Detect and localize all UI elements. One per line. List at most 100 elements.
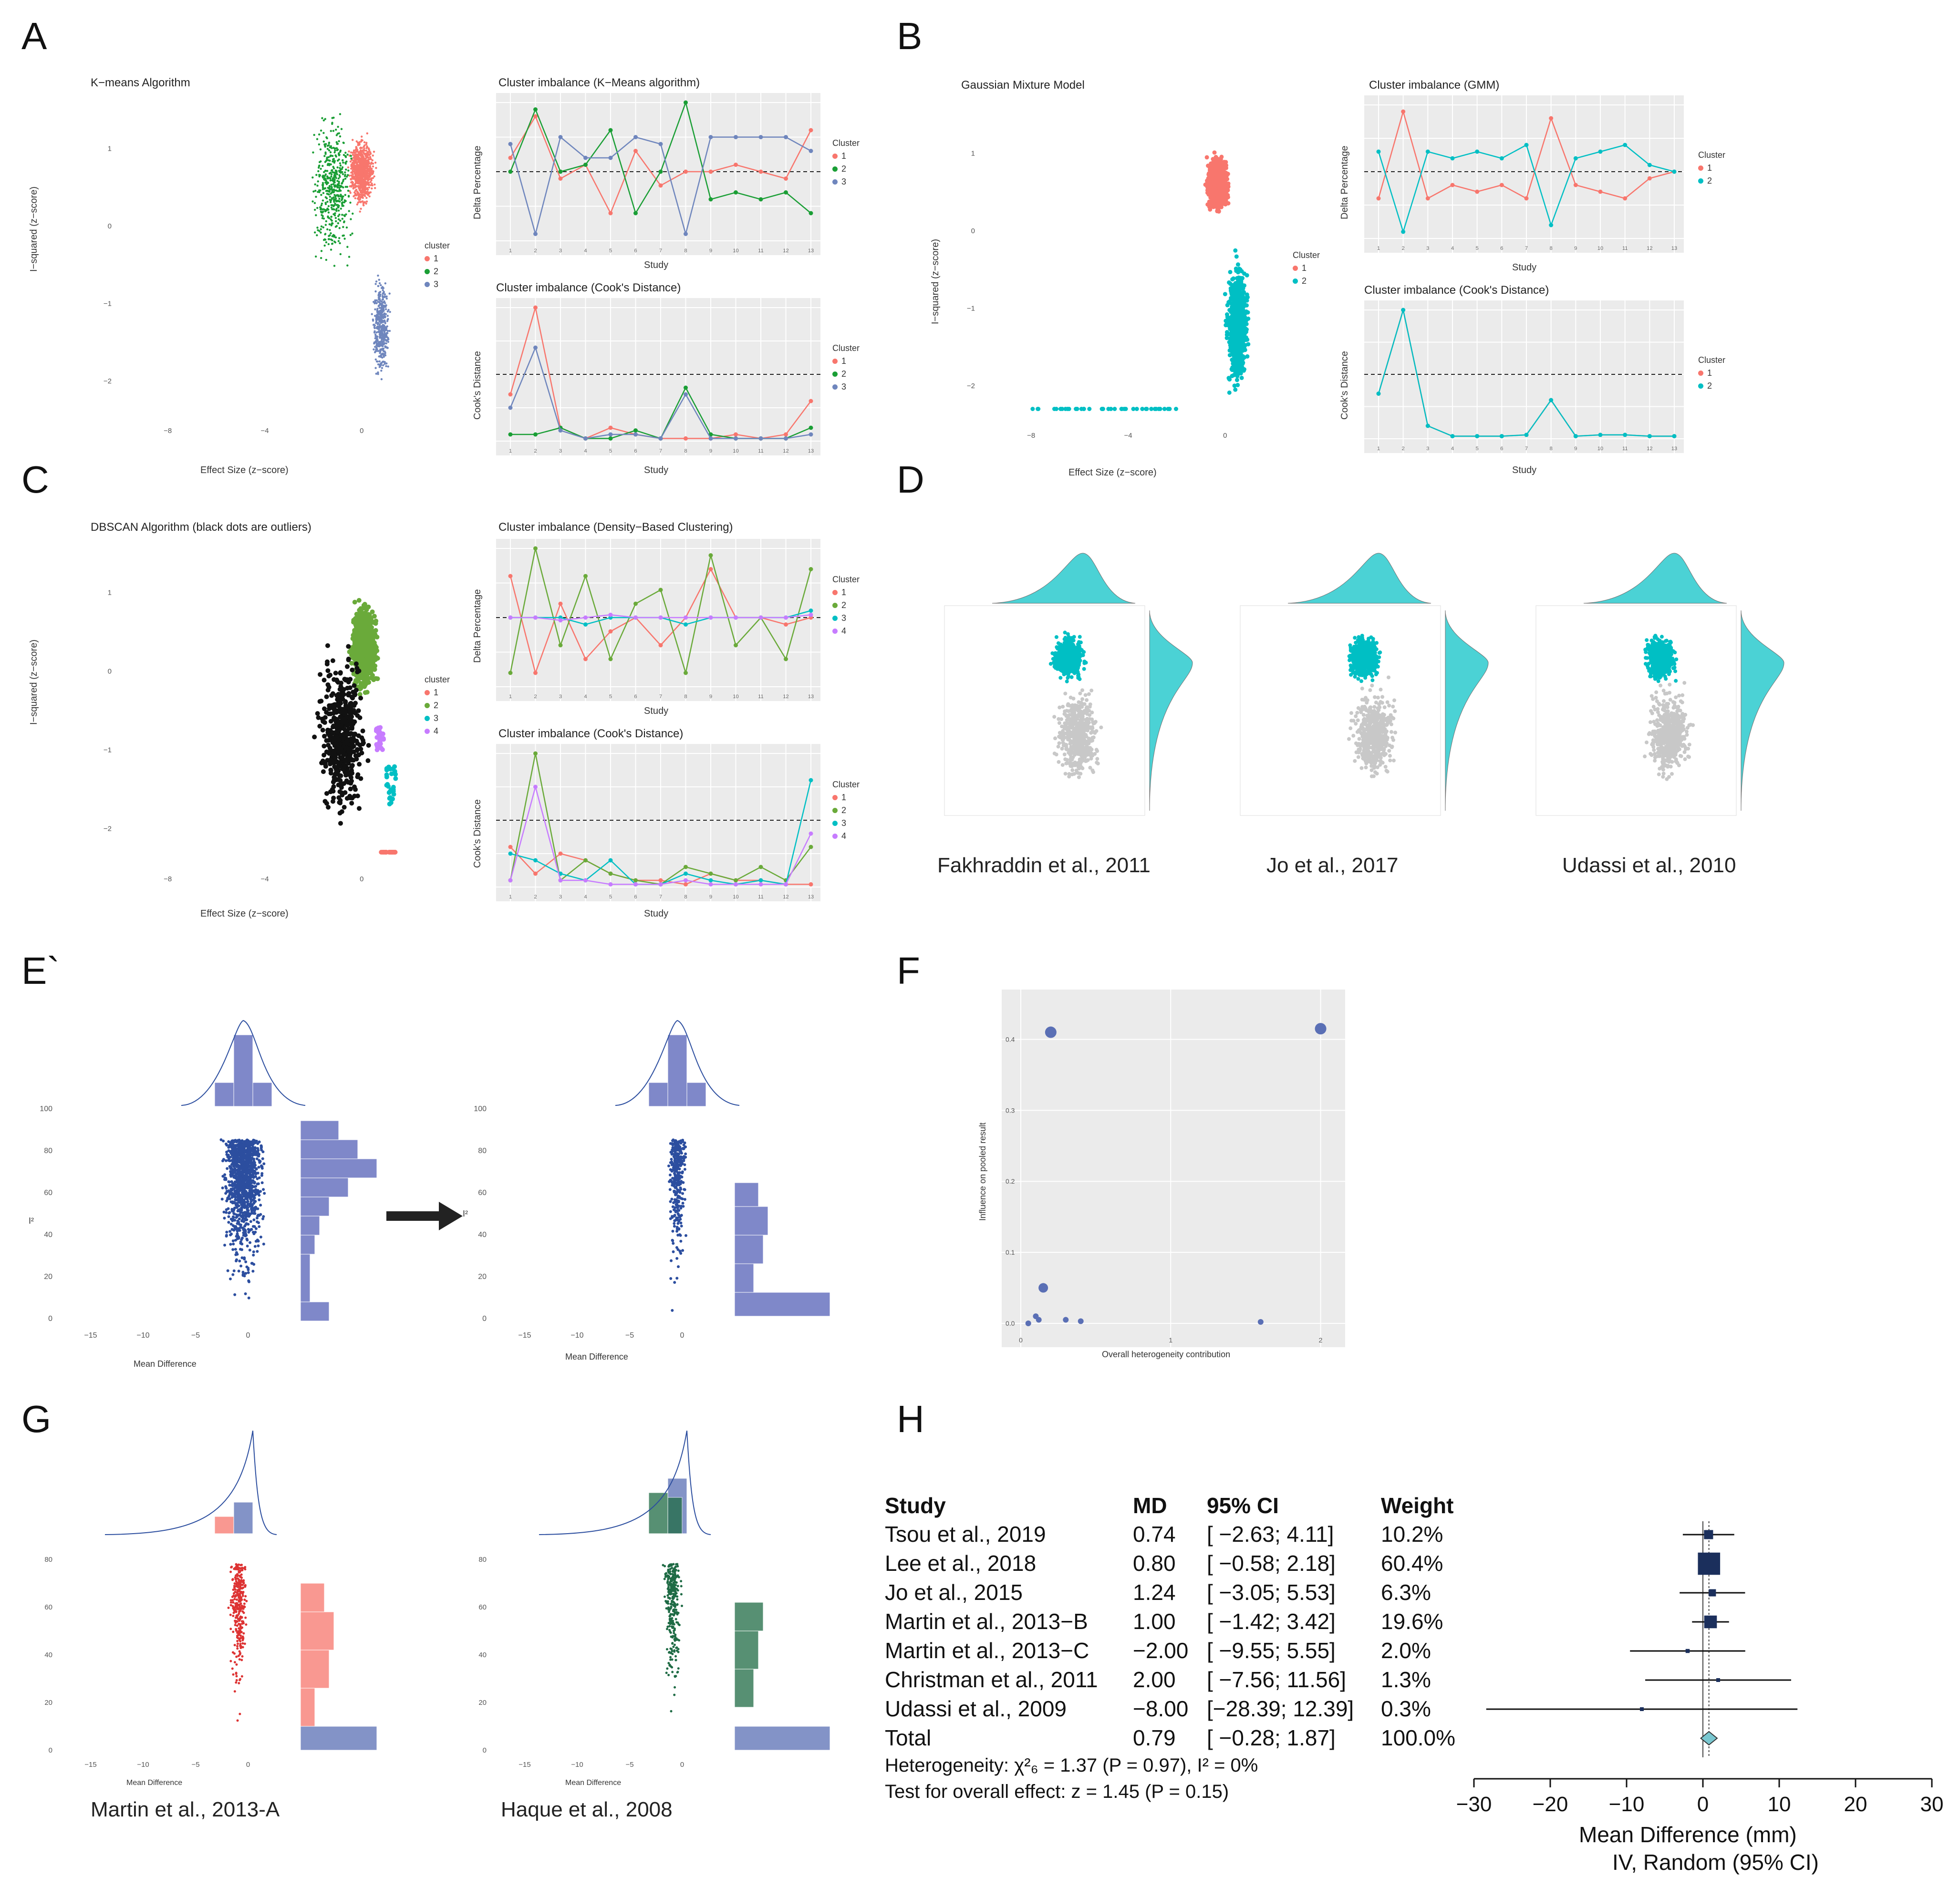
scatter-point	[322, 132, 325, 134]
scatter-point	[1242, 298, 1247, 302]
scatter-point	[1224, 336, 1229, 340]
scatter-point	[1229, 289, 1234, 294]
scatter-point	[356, 175, 358, 178]
scatter-point	[361, 682, 366, 687]
scatter-point	[333, 265, 336, 267]
scatter-point	[362, 155, 364, 157]
data-point	[533, 107, 538, 112]
scatter-point	[339, 242, 341, 245]
scatter-point	[336, 166, 339, 169]
scatter-point	[324, 151, 327, 154]
scatter-point	[356, 173, 358, 175]
scatter-point	[376, 339, 379, 341]
scatter-point	[320, 257, 322, 259]
scatter-point	[329, 196, 332, 198]
x-tick-label: 3	[1426, 446, 1429, 452]
panel-a-scatter: −8 −4 010−1−2	[104, 113, 391, 435]
scatter-point	[380, 287, 383, 289]
scatter-point	[362, 174, 364, 177]
scatter-point	[333, 151, 336, 154]
scatter-point	[326, 181, 329, 184]
scatter-point	[354, 178, 357, 181]
scatter-point	[348, 210, 350, 212]
scatter-point	[317, 180, 319, 183]
scatter-point	[1236, 275, 1241, 280]
scatter-point	[360, 184, 363, 187]
data-point	[1647, 434, 1652, 439]
scatter-point	[338, 205, 340, 207]
scatter-point	[351, 171, 353, 174]
scatter-point	[356, 193, 359, 195]
scatter-point	[384, 315, 386, 318]
legend-title: Cluster	[832, 343, 860, 353]
scatter-point	[352, 599, 357, 605]
scatter-point	[365, 200, 368, 203]
scatter-point	[376, 323, 379, 326]
data-point	[1549, 116, 1554, 121]
scatter-point	[370, 158, 372, 161]
scatter-point	[328, 223, 331, 226]
scatter-point	[348, 175, 351, 177]
scatter-point	[336, 149, 339, 152]
scatter-point	[373, 300, 375, 303]
scatter-point	[326, 207, 329, 210]
scatter-point	[382, 352, 384, 355]
scatter-point	[360, 186, 363, 189]
scatter-point	[337, 240, 340, 242]
scatter-point	[381, 306, 383, 309]
scatter-point	[341, 202, 343, 204]
scatter-point	[375, 299, 378, 302]
scatter-point	[356, 598, 362, 603]
scatter-point	[1221, 188, 1226, 193]
x-tick-label: 8	[684, 448, 687, 454]
scatter-point	[1246, 342, 1251, 347]
scatter-point	[1228, 269, 1233, 274]
scatter-point	[1221, 201, 1226, 206]
scatter-point	[360, 146, 362, 149]
scatter-point	[372, 318, 374, 321]
scatter-point	[386, 315, 389, 317]
scatter-point	[341, 168, 343, 170]
scatter-point	[345, 168, 347, 171]
data-point	[734, 190, 738, 195]
scatter-point	[1234, 378, 1239, 382]
data-point	[758, 135, 763, 139]
data-point	[809, 128, 813, 133]
x-tick-label: 11	[758, 448, 763, 454]
scatter-point	[378, 279, 380, 281]
panel-letter-c: C	[21, 458, 49, 501]
scatter-point	[375, 318, 378, 320]
y-tick-label: −2	[104, 377, 112, 385]
scatter-point	[321, 182, 324, 184]
panel-a-top-plot: 1 2 3 4 5 6 7 8 9 10 11 12 13	[496, 93, 820, 255]
scatter-point	[322, 140, 325, 143]
scatter-point	[386, 331, 388, 334]
scatter-point	[334, 172, 337, 175]
scatter-point	[373, 348, 375, 351]
scatter-point	[349, 160, 352, 163]
scatter-point	[366, 187, 369, 189]
data-point	[508, 155, 513, 160]
scatter-point	[370, 179, 373, 182]
scatter-point	[382, 345, 384, 348]
scatter-point	[338, 213, 341, 216]
data-point	[1450, 156, 1455, 161]
panel-b-top-title: Cluster imbalance (GMM)	[1369, 79, 1500, 92]
scatter-point	[382, 361, 385, 363]
scatter-point	[375, 348, 377, 351]
scatter-point	[385, 342, 388, 345]
legend-title: Cluster	[832, 138, 860, 148]
data-point	[608, 425, 613, 430]
scatter-point	[377, 297, 380, 299]
scatter-point	[343, 201, 346, 204]
scatter-point	[369, 191, 372, 194]
scatter-point	[384, 362, 386, 365]
panel-a-top-ylabel: Delta Percentage	[472, 145, 483, 219]
scatter-point	[326, 164, 329, 166]
data-point	[1475, 149, 1480, 154]
scatter-point	[333, 185, 336, 187]
scatter-point	[382, 293, 384, 295]
x-tick-label: 3	[1426, 246, 1429, 251]
scatter-point	[363, 184, 365, 186]
scatter-point	[356, 203, 359, 206]
